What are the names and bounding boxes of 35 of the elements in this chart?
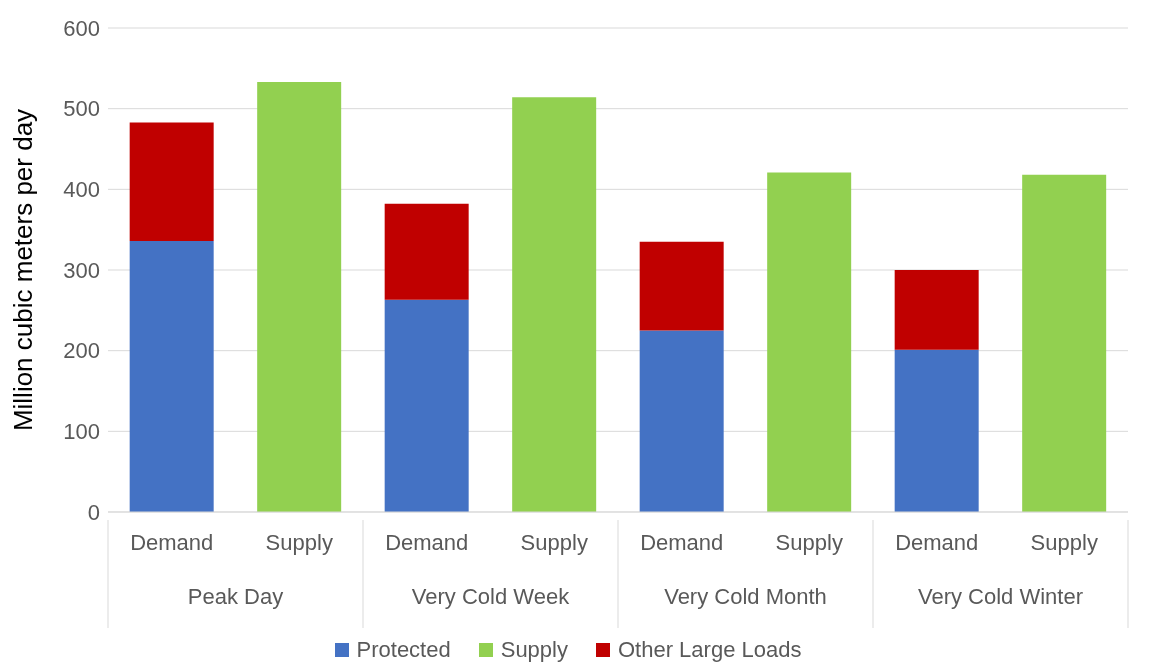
bar [639, 241, 724, 331]
text: Very Cold Month [664, 584, 827, 609]
y-tick-label: 0 [87, 499, 100, 525]
bar [639, 330, 724, 512]
y-tick-label: 300 [63, 257, 100, 283]
bar [384, 299, 469, 512]
legend-label: Other Large Loads [617, 637, 802, 663]
legend-label: Protected [356, 637, 451, 663]
x-tick-label: Supply [265, 530, 333, 555]
y-axis-title: Million cubic meters per day [8, 108, 39, 432]
text: Very Cold Winter [917, 584, 1084, 609]
x-tick-label: Demand [640, 530, 724, 555]
y-tick-label: 200 [63, 338, 100, 364]
text: Very Cold Week [411, 584, 571, 609]
bar [1022, 174, 1107, 512]
bar [257, 82, 342, 512]
bar [384, 203, 469, 300]
bar [512, 97, 597, 512]
bar [767, 172, 852, 512]
x-tick-label: Demand [130, 530, 214, 555]
y-tick-label: 500 [63, 96, 100, 122]
x-tick-label: Supply [1030, 530, 1098, 555]
x-tick-label: Demand [385, 530, 469, 555]
x-tick-label: Supply [520, 530, 588, 555]
x-tick-label: Supply [775, 530, 843, 555]
y-tick-label: 400 [63, 177, 100, 203]
y-tick-label: 600 [63, 15, 100, 41]
y-tick-label: 100 [63, 419, 100, 445]
x-tick-label: Demand [895, 530, 979, 555]
text: Peak Day [187, 584, 284, 609]
bar [894, 349, 979, 512]
legend-label: Supply [500, 637, 568, 663]
bar [129, 240, 214, 512]
bar [894, 270, 979, 350]
bar [129, 122, 214, 241]
